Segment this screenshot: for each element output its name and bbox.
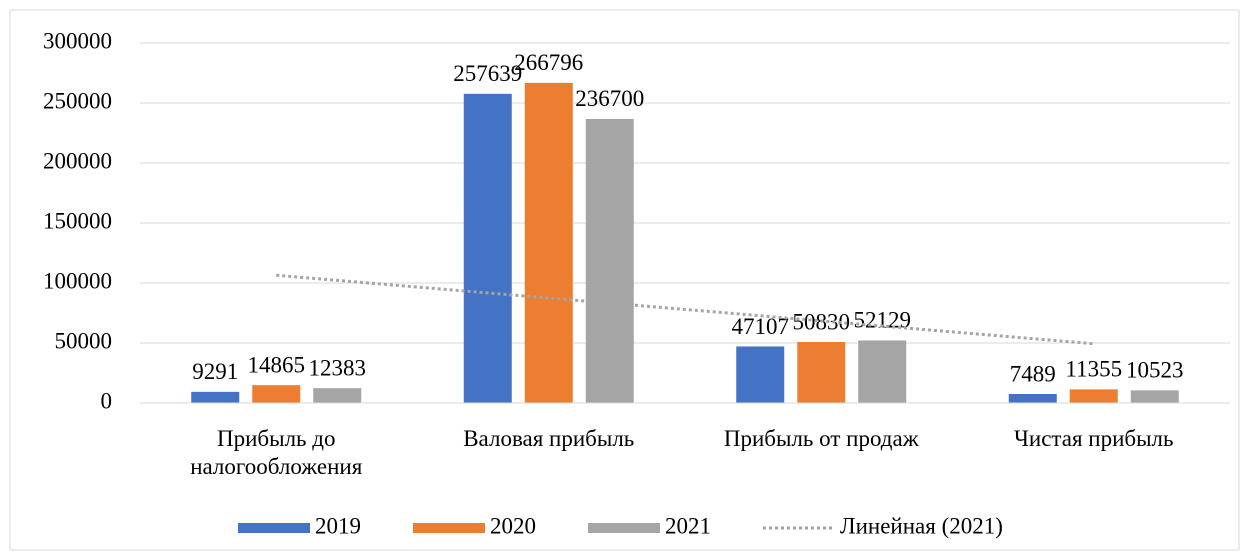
y-tick-label: 150000 [43, 208, 112, 233]
y-tick-label: 250000 [43, 88, 112, 113]
y-tick-label: 50000 [55, 328, 113, 353]
bar [463, 93, 512, 404]
data-label: 11355 [1065, 357, 1122, 382]
bar [524, 82, 573, 404]
bar [252, 385, 301, 403]
data-label: 7489 [1010, 361, 1056, 386]
data-label: 10523 [1126, 358, 1184, 383]
legend-label: 2019 [315, 513, 361, 538]
data-label: 9291 [192, 359, 238, 384]
y-tick-label: 0 [101, 388, 113, 413]
bar [191, 391, 240, 403]
bar [797, 342, 846, 403]
trendline [276, 273, 1094, 346]
y-tick-label: 100000 [43, 268, 112, 293]
bar [313, 388, 362, 403]
data-label: 52129 [854, 308, 912, 333]
bar [1008, 394, 1057, 403]
data-label: 12383 [309, 355, 367, 380]
legend-swatch [238, 523, 310, 533]
legend-label: Линейная (2021) [840, 513, 1003, 538]
bar [736, 346, 785, 403]
y-tick-label: 300000 [43, 28, 112, 53]
legend-swatch [588, 523, 660, 533]
legend-label: 2021 [665, 513, 711, 538]
data-label: 236700 [575, 86, 644, 111]
legend-label: 2020 [490, 513, 536, 538]
legend-swatch [413, 523, 485, 533]
x-tick-label: Валовая прибыль [463, 426, 635, 451]
x-tick-label: Прибыль от продаж [723, 426, 919, 451]
x-tick-label: Прибыль до налогообложения [190, 426, 363, 479]
y-tick-label: 200000 [43, 148, 112, 173]
x-tick-label: Чистая прибыль [1013, 426, 1174, 451]
bar [1130, 390, 1179, 403]
data-label: 257639 [453, 61, 522, 86]
bar [858, 340, 907, 403]
bar [585, 118, 634, 404]
data-label: 14865 [248, 352, 306, 377]
bar [1069, 389, 1118, 403]
data-label: 266796 [514, 50, 583, 75]
